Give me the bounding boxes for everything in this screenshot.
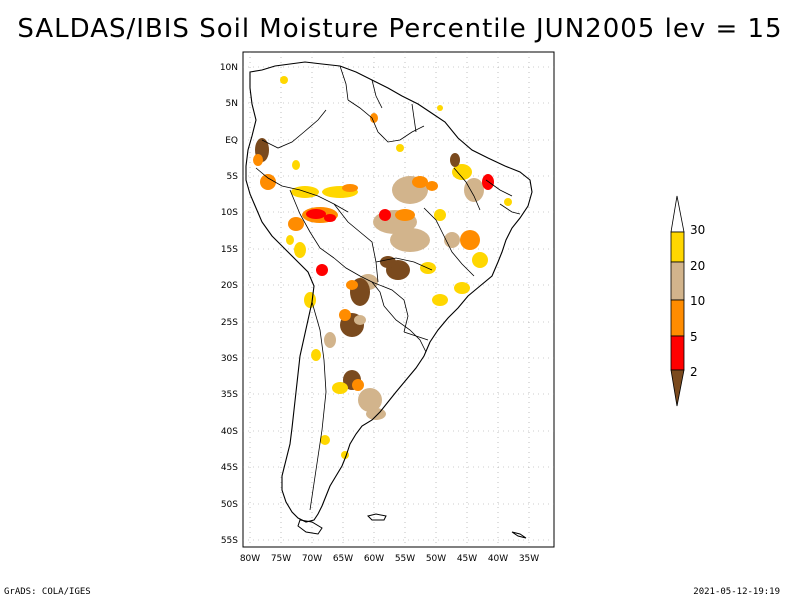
lat-tick-label: 25S [221,318,238,328]
map-title: SALDAS/IBIS Soil Moisture Percentile JUN… [17,14,783,44]
plot-frame [242,51,555,548]
colorbar: 30 20 10 5 2 [670,195,705,407]
lat-tick-label: 55S [221,536,238,546]
percentile-patch [288,217,304,231]
percentile-patch [324,214,336,222]
percentile-patch [434,209,446,221]
percentile-patch [294,242,306,258]
percentile-patch [482,174,494,190]
colorbar-10-20 [670,261,685,301]
percentile-patch [260,174,276,190]
percentile-patch [464,178,484,202]
colorbar-label-20: 20 [690,259,705,273]
percentile-patch [306,209,326,219]
percentile-patch [379,209,391,221]
percentile-patch [395,209,415,221]
percentile-patch [304,292,316,308]
lon-tick-label: 70W [302,554,322,564]
lon-tick-label: 50W [426,554,446,564]
percentile-patch [286,235,294,245]
south-america-coastline [245,61,533,523]
percentile-patch [253,154,263,166]
percentile-patch [426,181,438,191]
percentile-patch [280,76,288,84]
percentile-patch [311,349,321,361]
percentile-patch [346,280,358,290]
lat-tick-label: 40S [221,427,238,437]
colorbar-2-5 [670,335,685,371]
colorbar-label-10: 10 [690,294,705,308]
percentile-patch [452,164,472,180]
lat-tick-label: EQ [225,136,238,146]
percentile-patch [316,264,328,276]
colorbar-label-30: 30 [690,223,705,237]
lat-tick-label: 35S [221,390,238,400]
percentile-patch [292,160,300,170]
tierra-del-fuego [297,519,323,535]
percentile-patch [354,315,366,325]
lat-tick-label: 50S [221,500,238,510]
colorbar-5-10 [670,299,685,337]
percentile-patch [412,176,428,188]
lat-tick-label: 5N [226,99,238,109]
percentile-patch [472,252,488,268]
percentile-patch [504,198,512,206]
lon-tick-label: 60W [364,554,384,564]
lat-tick-label: 10S [221,208,238,218]
percentile-patch [390,228,430,252]
colorbar-above-30 [670,195,685,233]
colorbar-20-30 [670,231,685,263]
percentile-patch [437,105,443,111]
lon-tick-label: 80W [240,554,260,564]
colorbar-label-5: 5 [690,330,698,344]
lon-tick-label: 35W [519,554,539,564]
lon-tick-label: 40W [488,554,508,564]
percentile-patch [339,309,351,321]
percentile-patch [358,388,382,412]
falkland-islands [367,513,387,521]
country-borders [255,65,521,511]
percentile-patch [332,382,348,394]
percentile-patch [460,230,480,250]
percentile-patch [380,256,396,268]
lon-tick-label: 75W [271,554,291,564]
lat-tick-label: 45S [221,463,238,473]
percentile-patch [370,113,378,123]
percentile-patch [366,408,386,420]
lon-tick-label: 65W [333,554,353,564]
percentile-patch [450,153,460,167]
footer-credit: GrADS: COLA/IGES [4,587,91,597]
colorbar-below-2 [670,369,685,407]
soil-moisture-fills [253,76,512,459]
south-georgia [511,531,527,539]
percentile-patch [320,435,330,445]
lon-tick-label: 55W [395,554,415,564]
percentile-patch [396,144,404,152]
lat-tick-label: 20S [221,281,238,291]
lat-tick-label: 30S [221,354,238,364]
percentile-patch [454,282,470,294]
lat-tick-label: 5S [227,172,239,182]
percentile-patch [352,379,364,391]
footer-timestamp: 2021-05-12-19:19 [693,587,780,597]
lat-tick-label: 10N [220,63,238,73]
lat-tick-label: 15S [221,245,238,255]
percentile-patch [432,294,448,306]
percentile-patch [342,184,358,192]
lon-tick-label: 45W [457,554,477,564]
colorbar-label-2: 2 [690,365,698,379]
axis-ticks: 80W 75W 70W 65W 60W 55W 50W 45W 40W 35W 10N 5N EQ 5S 1… [220,63,539,564]
percentile-patch [324,332,336,348]
